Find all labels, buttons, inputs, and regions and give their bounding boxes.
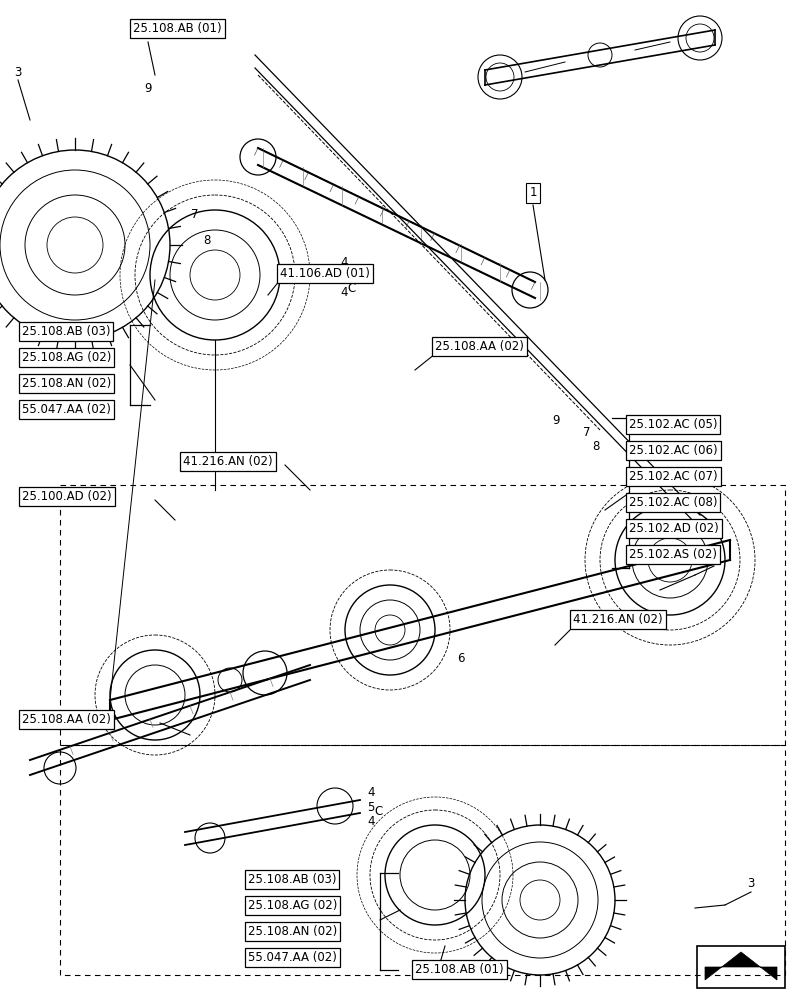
Text: 25.108.AN (02): 25.108.AN (02) xyxy=(22,377,111,390)
Text: 25.102.AC (06): 25.102.AC (06) xyxy=(629,444,717,457)
Text: 5: 5 xyxy=(367,801,374,814)
Text: 6: 6 xyxy=(457,652,464,664)
Text: 9: 9 xyxy=(551,414,559,426)
Text: C: C xyxy=(347,282,356,294)
Text: 25.108.AG (02): 25.108.AG (02) xyxy=(247,899,337,912)
Polygon shape xyxy=(704,952,776,980)
Text: 4: 4 xyxy=(367,786,375,799)
Text: 25.108.AG (02): 25.108.AG (02) xyxy=(22,351,111,364)
Text: 4: 4 xyxy=(340,256,347,269)
Text: 25.102.AC (08): 25.102.AC (08) xyxy=(629,496,717,509)
Text: 25.108.AB (01): 25.108.AB (01) xyxy=(133,22,221,35)
Text: 25.108.AB (03): 25.108.AB (03) xyxy=(247,873,336,886)
Text: 8: 8 xyxy=(203,233,210,246)
Text: 9: 9 xyxy=(144,82,152,95)
Text: 41.106.AD (01): 41.106.AD (01) xyxy=(280,267,370,280)
Text: 25.108.AA (02): 25.108.AA (02) xyxy=(22,713,111,726)
Text: 5: 5 xyxy=(340,271,347,284)
FancyBboxPatch shape xyxy=(696,946,784,988)
Text: 25.100.AD (02): 25.100.AD (02) xyxy=(22,490,111,503)
Text: 1: 1 xyxy=(529,188,536,202)
Text: 3: 3 xyxy=(15,66,22,79)
Text: 3: 3 xyxy=(746,877,753,890)
Text: 55.047.AA (02): 55.047.AA (02) xyxy=(247,951,337,964)
Text: C: C xyxy=(375,805,383,818)
Text: 7: 7 xyxy=(191,209,199,222)
Text: 25.102.AD (02): 25.102.AD (02) xyxy=(629,522,718,535)
Text: 4: 4 xyxy=(340,286,347,300)
Text: 8: 8 xyxy=(591,440,599,454)
Text: 1: 1 xyxy=(529,186,536,200)
Text: 25.102.AS (02): 25.102.AS (02) xyxy=(629,548,716,561)
Text: 2: 2 xyxy=(710,552,717,564)
Text: 25.108.AN (02): 25.108.AN (02) xyxy=(247,925,337,938)
Text: 7: 7 xyxy=(582,426,590,438)
Text: 25.102.AC (07): 25.102.AC (07) xyxy=(629,470,717,483)
Text: 4: 4 xyxy=(367,815,375,828)
Text: 41.216.AN (02): 41.216.AN (02) xyxy=(182,455,272,468)
Text: 55.047.AA (02): 55.047.AA (02) xyxy=(22,403,111,416)
Text: 25.102.AC (05): 25.102.AC (05) xyxy=(629,418,717,431)
Text: 41.216.AN (02): 41.216.AN (02) xyxy=(573,613,662,626)
Text: 25.108.AB (01): 25.108.AB (01) xyxy=(414,963,503,976)
Text: 25.108.AB (03): 25.108.AB (03) xyxy=(22,325,110,338)
Text: 25.108.AA (02): 25.108.AA (02) xyxy=(435,340,523,353)
